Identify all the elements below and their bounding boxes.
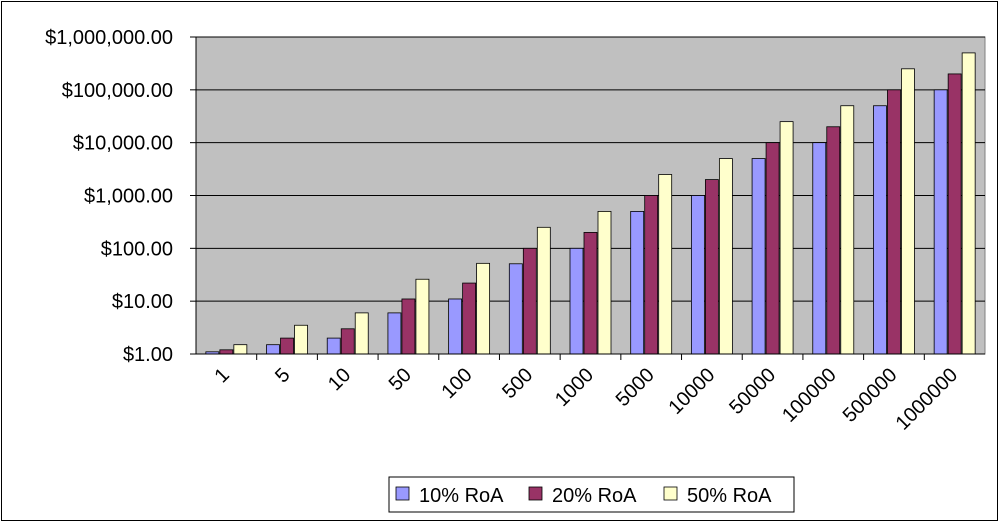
- bar-10-roa: [387, 312, 402, 355]
- y-tick-labels: $1.00 $10.00 $100.00 $1,000.00 $10,000.00 $10…: [45, 27, 196, 366]
- bar-50-roa: [961, 52, 976, 355]
- bar-10-roa: [873, 105, 887, 355]
- x-tick-labels: 1 5 10 50 100 500 1000 5000 10000 500001000005000…: [210, 354, 962, 435]
- bar-50-roa: [901, 68, 915, 355]
- bar-50-roa: [536, 226, 551, 355]
- x-tick-label: 50000: [725, 364, 780, 419]
- bar-20-roa: [947, 73, 962, 355]
- y-tick-label: $1,000,000.00: [45, 27, 173, 49]
- legend: 10% RoA 20% RoA 50% RoA: [388, 476, 795, 513]
- bar-10-roa: [751, 158, 766, 355]
- y-tick-label: $10.00: [112, 291, 173, 313]
- bar-10-roa: [266, 344, 280, 355]
- y-tick-label: $100.00: [101, 238, 173, 260]
- bar-50-roa: [718, 158, 733, 355]
- legend-swatch: [663, 486, 678, 501]
- y-tick-label: $10,000.00: [73, 133, 173, 155]
- bar-20-roa: [583, 232, 598, 355]
- bar-10-roa: [630, 211, 645, 355]
- bar-20-roa: [401, 298, 416, 355]
- bar-20-roa: [887, 89, 901, 355]
- bar-50-roa: [779, 121, 794, 355]
- bar-20-roa: [826, 126, 841, 355]
- x-tick-label: 1000: [551, 364, 598, 411]
- x-tick-label: 500: [498, 364, 537, 403]
- legend-label: 50% RoA: [687, 485, 772, 507]
- bar-10-roa: [812, 142, 827, 355]
- bar-50-roa: [597, 211, 612, 355]
- x-tick-label: 10: [324, 364, 355, 395]
- x-tick-label: 5000: [612, 364, 659, 411]
- bar-50-roa: [354, 312, 369, 355]
- x-tick-label: 1000000: [892, 364, 963, 435]
- bar-20-roa: [340, 328, 355, 355]
- bar-10-roa: [690, 195, 705, 355]
- bar-20-roa: [280, 337, 294, 355]
- bar-20-roa: [522, 247, 537, 355]
- bar-20-roa: [765, 142, 780, 355]
- bar-10-roa: [508, 263, 523, 355]
- y-tick-label: $1,000.00: [84, 186, 173, 208]
- bar-50-roa: [840, 105, 855, 355]
- bar-50-roa: [658, 174, 673, 355]
- bar-20-roa: [462, 282, 477, 355]
- x-tick-label: 100000: [778, 364, 841, 427]
- bar-20-roa: [704, 179, 719, 355]
- bar-10-roa: [326, 337, 341, 355]
- y-tick-label: $1.00: [123, 344, 173, 366]
- bar-20-roa: [644, 195, 659, 355]
- legend-label: 20% RoA: [552, 485, 637, 507]
- legend-swatch: [528, 486, 543, 501]
- bar-10-roa: [569, 247, 584, 355]
- legend-box: [388, 476, 795, 513]
- bar-50-roa: [233, 344, 248, 355]
- bar-10-roa: [448, 298, 463, 355]
- x-tick-label: 100: [437, 364, 476, 403]
- bar-50-roa: [415, 278, 430, 355]
- x-tick-label: 50: [385, 364, 416, 395]
- x-tick-label: 10000: [665, 364, 720, 419]
- bar-50-roa: [476, 262, 491, 355]
- legend-label: 10% RoA: [419, 485, 504, 507]
- y-tick-label: $100,000.00: [62, 80, 173, 102]
- x-tick-label: 1: [210, 364, 233, 387]
- legend-swatch: [395, 486, 410, 501]
- x-tick-label: 5: [271, 364, 294, 387]
- bar-20-roa: [219, 349, 234, 355]
- bar-50-roa: [294, 324, 308, 355]
- bar-10-roa: [933, 89, 948, 355]
